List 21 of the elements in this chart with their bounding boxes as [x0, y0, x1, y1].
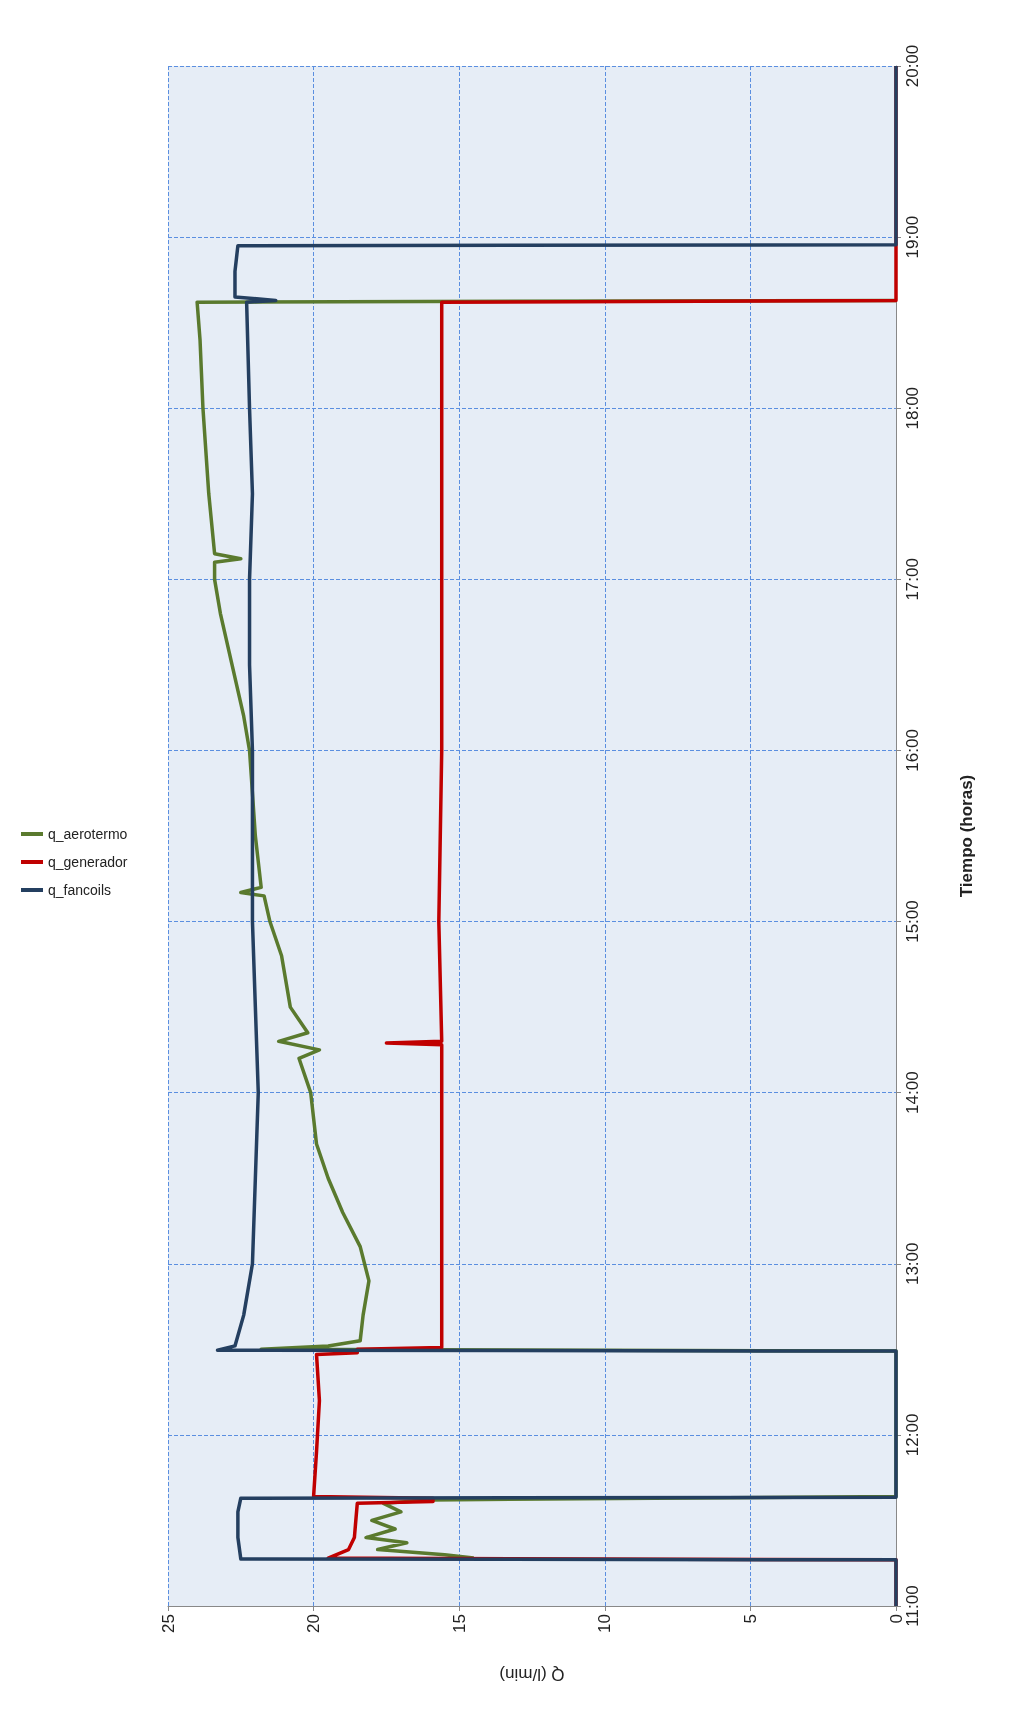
y-tick-label: 19:00 — [903, 215, 922, 259]
y-tick-label: 14:00 — [903, 1071, 922, 1114]
legend-label: q_fancoils — [48, 882, 112, 898]
y-tick-label: 20:00 — [903, 44, 922, 88]
legend-label: q_aerotermo — [48, 826, 128, 842]
y-tick-label: 15:00 — [903, 900, 922, 943]
x-axis-title: Q (l/min) — [499, 1665, 565, 1684]
y-axis-title: Tiempo (horas) — [957, 774, 976, 898]
x-tick-label: 0 — [886, 1614, 906, 1624]
legend-label: q_generador — [48, 854, 128, 870]
y-tick-label: 18:00 — [903, 386, 922, 430]
x-tick-label: 25 — [158, 1614, 178, 1633]
x-tick-label: 5 — [740, 1614, 760, 1624]
y-tick-label: 11:00 — [903, 1585, 922, 1627]
x-tick-label: 10 — [595, 1614, 615, 1633]
y-tick-label: 17:00 — [903, 558, 922, 601]
x-tick-label: 15 — [449, 1614, 469, 1633]
y-tick-label: 16:00 — [903, 729, 922, 772]
x-tick-label: 20 — [304, 1614, 324, 1633]
y-tick-label: 13:00 — [903, 1242, 922, 1286]
y-tick-label: 12:00 — [903, 1413, 922, 1457]
